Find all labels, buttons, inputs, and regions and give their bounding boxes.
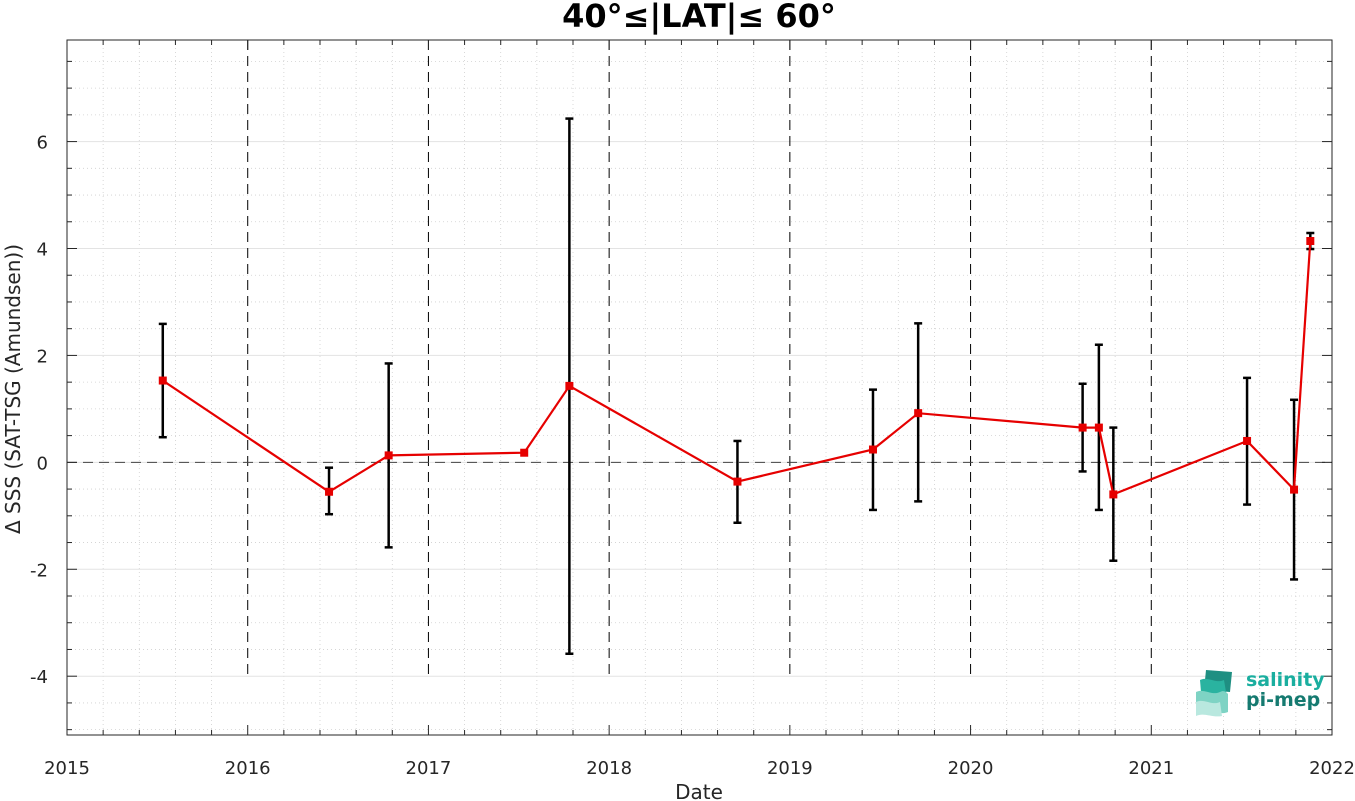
y-tick-label: 6 xyxy=(37,133,48,154)
data-point-marker xyxy=(1290,485,1299,494)
data-point-marker xyxy=(565,381,574,390)
reference-lines xyxy=(67,40,1332,677)
salinity-pi-mep-logo: salinity pi-mep xyxy=(1194,668,1325,718)
data-point-marker xyxy=(1109,490,1118,499)
data-point-marker xyxy=(1078,423,1087,432)
data-point-marker xyxy=(1306,237,1315,246)
x-tick-label: 2022 xyxy=(1309,758,1355,779)
y-tick-labels: -4 -2 0 2 4 6 xyxy=(30,133,48,689)
series-line xyxy=(162,240,1312,496)
logo-text-salinity: salinity xyxy=(1246,669,1325,691)
x-tick-label: 2017 xyxy=(406,758,452,779)
data-point-marker xyxy=(325,487,334,496)
data-point-marker xyxy=(914,409,923,418)
y-tick-label: 2 xyxy=(37,346,48,367)
y-axis-label: Δ SSS (SAT-TSG (Amundsen)) xyxy=(1,244,25,534)
data-point-marker xyxy=(520,448,529,457)
x-tick-label: 2018 xyxy=(586,758,632,779)
logo-wave-icon xyxy=(1196,670,1232,717)
x-tick-label: 2019 xyxy=(767,758,813,779)
data-point-marker xyxy=(1094,423,1103,432)
chart-title: 40°≤|LAT|≤ 60° xyxy=(562,0,836,36)
series-markers xyxy=(158,237,1315,499)
y-tick-label: -2 xyxy=(30,560,48,581)
x-tick-label: 2021 xyxy=(1128,758,1174,779)
y-tick-label: 4 xyxy=(37,240,48,261)
data-point-marker xyxy=(733,477,742,486)
y-tick-label: 0 xyxy=(37,453,48,474)
x-tick-label: 2015 xyxy=(44,758,90,779)
plot-area-border xyxy=(66,39,1333,736)
data-point-marker xyxy=(384,451,393,460)
grid xyxy=(67,40,1332,735)
x-tick-label: 2016 xyxy=(225,758,271,779)
x-tick-labels: 2015 2016 2017 2018 2019 2020 2021 2022 xyxy=(44,758,1355,779)
x-axis-label: Date xyxy=(675,780,723,801)
error-bars xyxy=(158,117,1315,655)
data-point-marker xyxy=(868,445,877,454)
y-tick-label: -4 xyxy=(30,667,48,688)
x-tick-label: 2020 xyxy=(948,758,994,779)
logo-text-pi-mep: pi-mep xyxy=(1246,689,1321,711)
data-point-marker xyxy=(1243,436,1252,445)
data-point-marker xyxy=(158,376,167,385)
axis-ticks xyxy=(66,40,1333,735)
